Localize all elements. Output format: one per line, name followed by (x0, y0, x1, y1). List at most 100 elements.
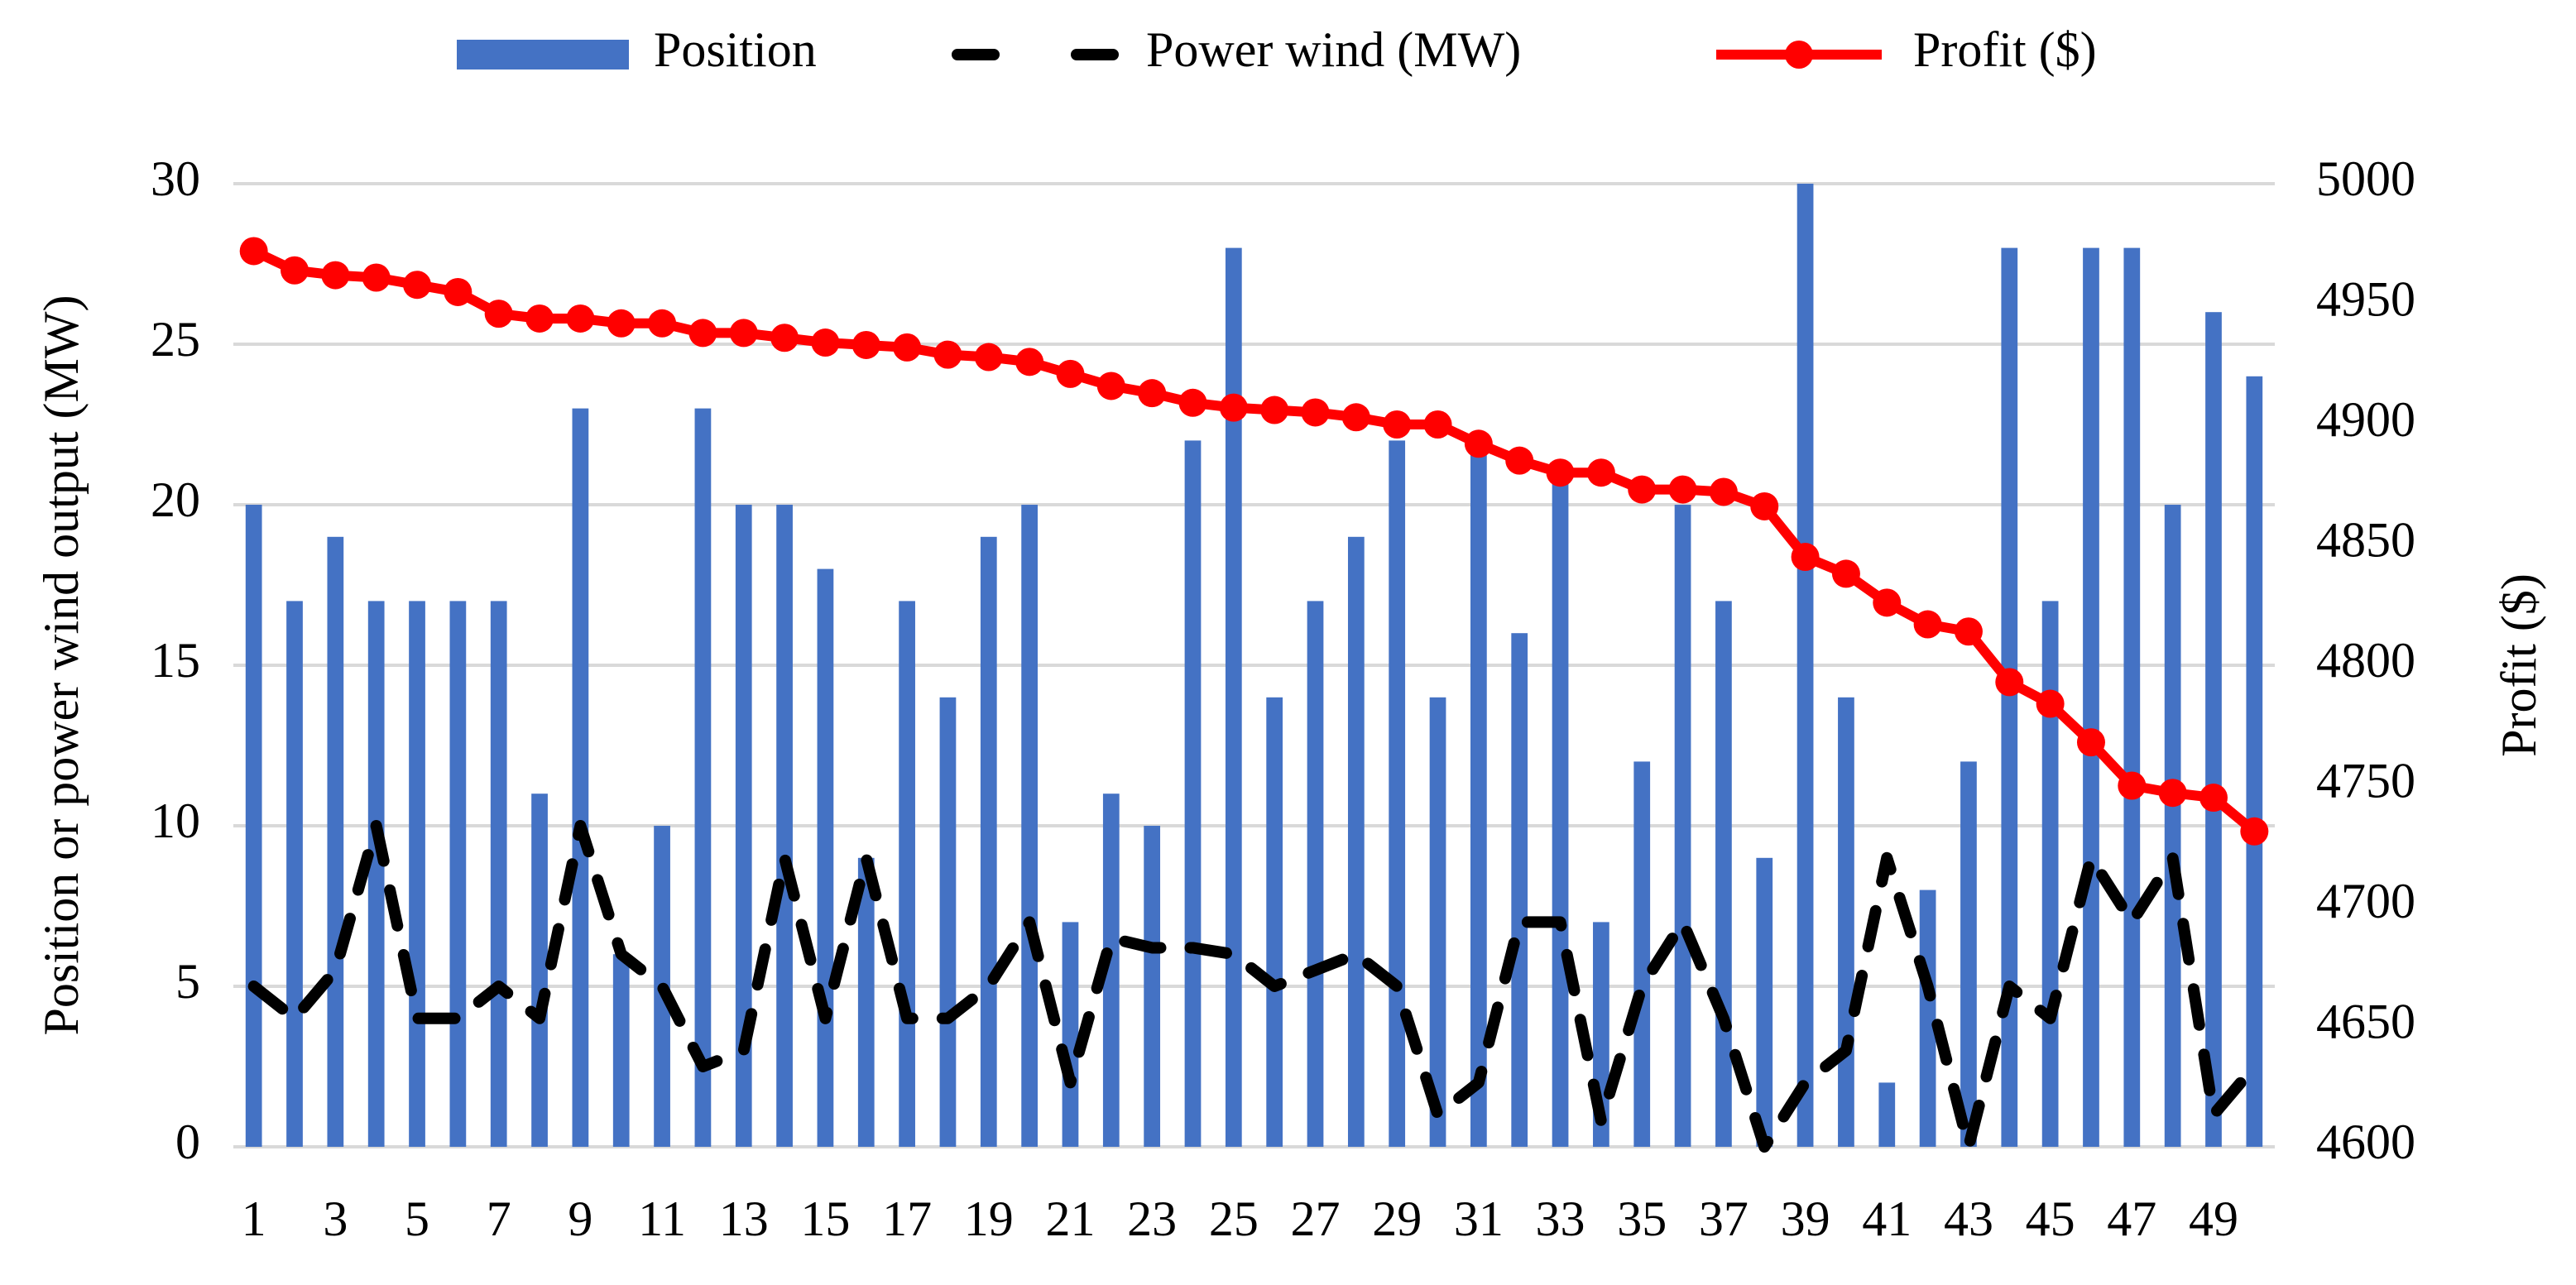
bar (1021, 505, 1038, 1147)
x-tick-label: 15 (800, 1192, 850, 1246)
bar (817, 568, 834, 1147)
marker (1056, 359, 1085, 388)
marker (2240, 817, 2269, 846)
marker (239, 237, 268, 266)
legend-label: Profit ($) (1913, 22, 2097, 77)
x-tick-label: 41 (1862, 1192, 1912, 1246)
marker (1831, 559, 1860, 588)
marker (1341, 403, 1370, 432)
x-tick-label: 31 (1454, 1192, 1504, 1246)
bar (1674, 505, 1691, 1147)
x-tick-label: 49 (2189, 1192, 2238, 1246)
bar (1511, 633, 1528, 1147)
bar (939, 697, 957, 1147)
bar (1633, 761, 1651, 1147)
x-tick-label: 21 (1045, 1192, 1095, 1246)
bar (2001, 247, 2018, 1148)
marker (566, 304, 595, 333)
y2-axis-title: Profit ($) (2492, 573, 2546, 757)
y2-tick-label: 5000 (2316, 151, 2415, 206)
marker (893, 333, 922, 362)
marker (1750, 491, 1779, 520)
y2-tick-label: 4900 (2316, 392, 2415, 447)
marker (811, 328, 840, 357)
marker (1178, 388, 1207, 417)
bar (490, 601, 507, 1147)
marker (2036, 689, 2065, 718)
x-tick-label: 45 (2026, 1192, 2075, 1246)
bar (857, 857, 875, 1147)
marker (688, 319, 717, 348)
bar (1307, 601, 1324, 1147)
marker (607, 309, 636, 338)
bar (245, 505, 262, 1147)
x-tick-label: 9 (568, 1192, 592, 1246)
y-tick-label: 10 (151, 794, 200, 848)
bar (1756, 857, 1773, 1147)
y2-tick-label: 4650 (2316, 994, 2415, 1048)
y2-tick-label: 4600 (2316, 1115, 2415, 1169)
line (247, 820, 2261, 1153)
marker (851, 330, 880, 359)
marker (1791, 543, 1820, 572)
y2-tick-label: 4800 (2316, 633, 2415, 688)
bar (2083, 247, 2099, 1148)
bar (1796, 184, 1814, 1147)
marker (2118, 771, 2147, 800)
marker (525, 304, 554, 333)
marker (1995, 668, 2024, 697)
marker (403, 271, 432, 300)
marker (1546, 458, 1575, 487)
bar (1266, 697, 1283, 1147)
marker (933, 340, 962, 369)
bar (449, 601, 467, 1147)
x-tick-label: 27 (1291, 1192, 1341, 1246)
y2-tick-label: 4700 (2316, 874, 2415, 928)
bar (2123, 247, 2141, 1148)
marker (444, 277, 473, 306)
legend-label: Position (654, 22, 817, 77)
marker (1015, 348, 1044, 376)
x-tick-label: 5 (405, 1192, 429, 1246)
bar (327, 536, 344, 1147)
bar (1144, 826, 1161, 1147)
marker (2199, 784, 2228, 813)
x-tick-label: 17 (882, 1192, 932, 1246)
marker (2076, 728, 2105, 757)
bar (2041, 601, 2059, 1147)
y2-tick-label: 4850 (2316, 512, 2415, 567)
x-tick-label: 3 (323, 1192, 348, 1246)
marker (1260, 396, 1289, 424)
bar (367, 601, 385, 1147)
marker (770, 324, 799, 352)
bar (1470, 440, 1487, 1147)
marker (1423, 410, 1452, 439)
bar (980, 536, 997, 1147)
legend-swatch (1785, 41, 1813, 69)
x-tick-label: 11 (638, 1192, 686, 1246)
marker (1096, 372, 1125, 400)
y-tick-label: 15 (151, 633, 200, 688)
legend-label: Power wind (MW) (1146, 22, 1521, 77)
marker (1383, 410, 1412, 439)
bar (286, 601, 303, 1147)
marker (1709, 477, 1738, 506)
x-tick-label: 39 (1781, 1192, 1830, 1246)
marker (1628, 475, 1657, 504)
bar (1919, 889, 1936, 1147)
x-tick-label: 33 (1536, 1192, 1585, 1246)
y-tick-label: 0 (175, 1115, 200, 1169)
y-tick-label: 5 (175, 954, 200, 1009)
marker (1954, 617, 1983, 646)
bar (1184, 440, 1202, 1147)
y-tick-label: 20 (151, 472, 200, 527)
marker (2158, 779, 2187, 808)
bar (1102, 794, 1120, 1147)
bar (1960, 761, 1977, 1147)
bar (1347, 536, 1365, 1147)
bar (2205, 312, 2222, 1147)
bar (1389, 440, 1406, 1147)
marker (1505, 446, 1534, 475)
bar (1552, 472, 1569, 1147)
